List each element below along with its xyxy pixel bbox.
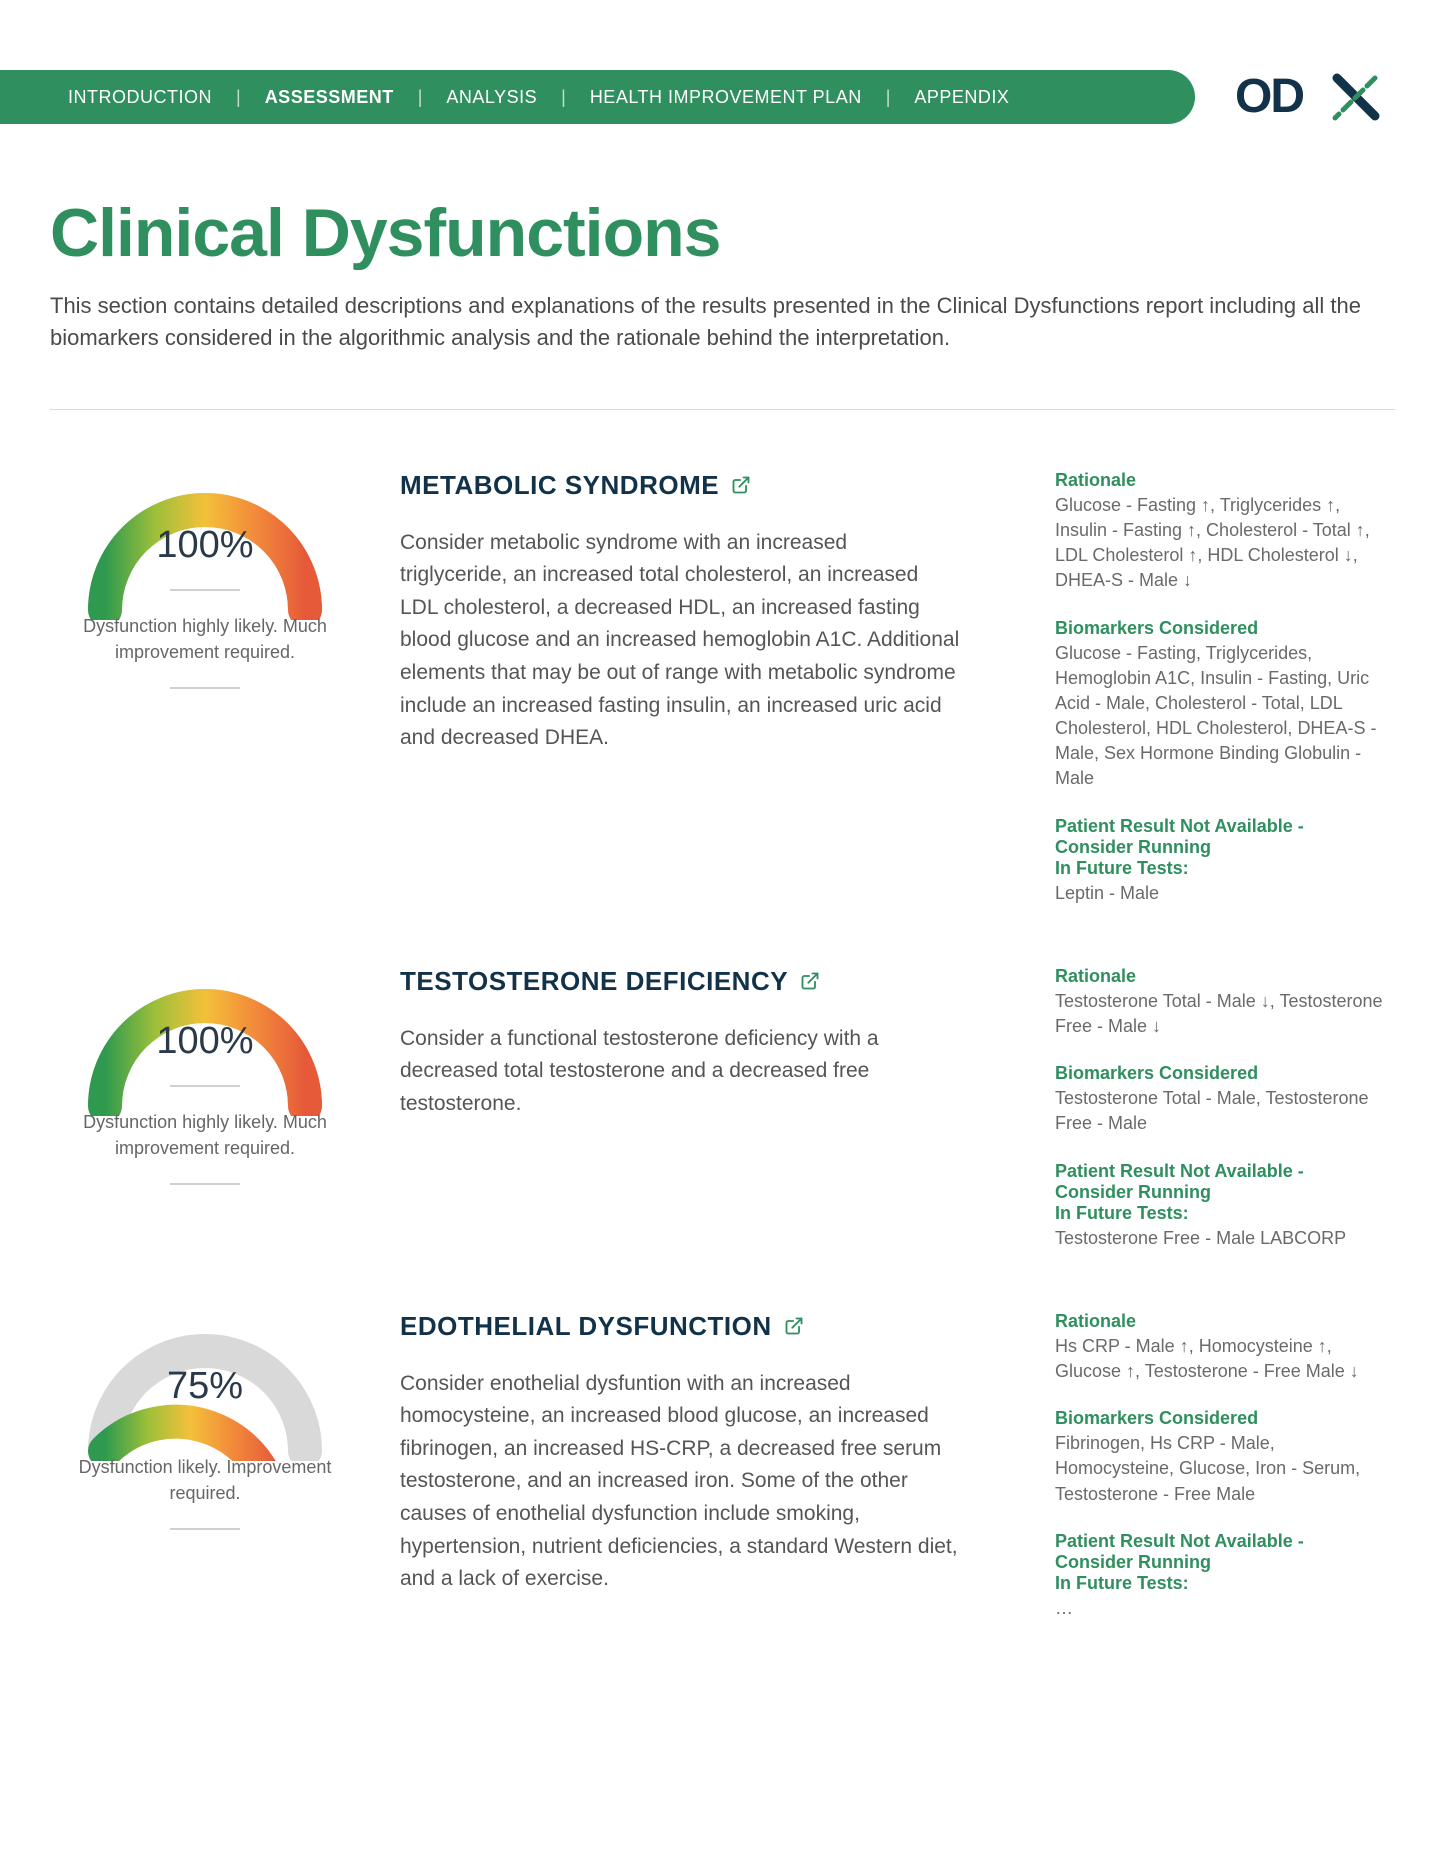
external-link-icon[interactable] (731, 475, 751, 495)
nav-separator: | (230, 87, 247, 108)
dysfunction-body: Consider metabolic syndrome with an incr… (400, 527, 960, 755)
intro-text: This section contains detailed descripti… (50, 290, 1370, 354)
biomarkers-heading: Biomarkers Considered (1055, 1063, 1395, 1084)
gauge-percent: 100% (50, 524, 360, 567)
top-nav: INTRODUCTION|ASSESSMENT|ANALYSIS|HEALTH … (0, 70, 1445, 124)
rationale-text: Hs CRP - Male ↑, Homocysteine ↑, Glucose… (1055, 1334, 1395, 1384)
gauge-rule (170, 1528, 240, 1530)
rationale-heading: Rationale (1055, 1311, 1395, 1332)
nav-separator: | (555, 87, 572, 108)
nav-item-assessment[interactable]: ASSESSMENT (247, 87, 412, 108)
gauge-column: 75% Dysfunction likely. Improvement requ… (50, 1311, 360, 1621)
svg-text:OD: OD (1235, 70, 1303, 123)
external-link-icon[interactable] (784, 1316, 804, 1336)
biomarkers-text: Testosterone Total - Male, Testosterone … (1055, 1086, 1395, 1136)
gauge-caption: Dysfunction likely. Improvement required… (75, 1454, 335, 1506)
rationale-heading: Rationale (1055, 470, 1395, 491)
nav-item-appendix[interactable]: APPENDIX (896, 87, 1027, 108)
dysfunction-title: TESTOSTERONE DEFICIENCY (400, 966, 1015, 997)
nav-separator: | (412, 87, 429, 108)
dysfunction-title-text: TESTOSTERONE DEFICIENCY (400, 966, 788, 997)
divider (50, 409, 1395, 410)
dysfunction-row: 100% Dysfunction highly likely. Much imp… (50, 470, 1395, 906)
nav-pill: INTRODUCTION|ASSESSMENT|ANALYSIS|HEALTH … (0, 70, 1195, 124)
dysfunction-body: Consider a functional testosterone defic… (400, 1023, 960, 1121)
biomarkers-text: Fibrinogen, Hs CRP - Male, Homocysteine,… (1055, 1431, 1395, 1507)
side-column: Rationale Testosterone Total - Male ↓, T… (1055, 966, 1395, 1251)
brand-logo: OD (1235, 70, 1395, 124)
gauge-column: 100% Dysfunction highly likely. Much imp… (50, 966, 360, 1251)
gauge-percent: 100% (50, 1020, 360, 1063)
dysfunction-title-text: METABOLIC SYNDROME (400, 470, 719, 501)
side-column: Rationale Hs CRP - Male ↑, Homocysteine … (1055, 1311, 1395, 1621)
side-column: Rationale Glucose - Fasting ↑, Triglycer… (1055, 470, 1395, 906)
biomarkers-heading: Biomarkers Considered (1055, 618, 1395, 639)
future-text: … (1055, 1596, 1395, 1621)
description-column: EDOTHELIAL DYSFUNCTION Consider enotheli… (400, 1311, 1015, 1621)
gauge-percent: 75% (50, 1365, 360, 1408)
dysfunction-row: 75% Dysfunction likely. Improvement requ… (50, 1311, 1395, 1621)
description-column: METABOLIC SYNDROME Consider metabolic sy… (400, 470, 1015, 906)
rationale-heading: Rationale (1055, 966, 1395, 987)
nav-item-analysis[interactable]: ANALYSIS (428, 87, 555, 108)
external-link-icon[interactable] (800, 971, 820, 991)
nav-separator: | (880, 87, 897, 108)
gauge-column: 100% Dysfunction highly likely. Much imp… (50, 470, 360, 906)
biomarkers-text: Glucose - Fasting, Triglycerides, Hemogl… (1055, 641, 1395, 792)
dysfunction-body: Consider enothelial dysfuntion with an i… (400, 1368, 960, 1596)
future-heading: Patient Result Not Available -Consider R… (1055, 816, 1395, 879)
dysfunction-title: METABOLIC SYNDROME (400, 470, 1015, 501)
future-heading: Patient Result Not Available -Consider R… (1055, 1531, 1395, 1594)
dysfunction-row: 100% Dysfunction highly likely. Much imp… (50, 966, 1395, 1251)
description-column: TESTOSTERONE DEFICIENCY Consider a funct… (400, 966, 1015, 1251)
nav-item-introduction[interactable]: INTRODUCTION (50, 87, 230, 108)
gauge-caption: Dysfunction highly likely. Much improvem… (75, 1109, 335, 1161)
gauge-rule (170, 1183, 240, 1185)
rationale-text: Testosterone Total - Male ↓, Testosteron… (1055, 989, 1395, 1039)
future-heading: Patient Result Not Available -Consider R… (1055, 1161, 1395, 1224)
dysfunction-title-text: EDOTHELIAL DYSFUNCTION (400, 1311, 772, 1342)
nav-item-health-improvement-plan[interactable]: HEALTH IMPROVEMENT PLAN (572, 87, 880, 108)
dysfunction-title: EDOTHELIAL DYSFUNCTION (400, 1311, 1015, 1342)
gauge-rule (170, 687, 240, 689)
future-text: Testosterone Free - Male LABCORP (1055, 1226, 1395, 1251)
future-text: Leptin - Male (1055, 881, 1395, 906)
gauge-caption: Dysfunction highly likely. Much improvem… (75, 613, 335, 665)
rationale-text: Glucose - Fasting ↑, Triglycerides ↑, In… (1055, 493, 1395, 594)
biomarkers-heading: Biomarkers Considered (1055, 1408, 1395, 1429)
page-title: Clinical Dysfunctions (50, 194, 1395, 272)
